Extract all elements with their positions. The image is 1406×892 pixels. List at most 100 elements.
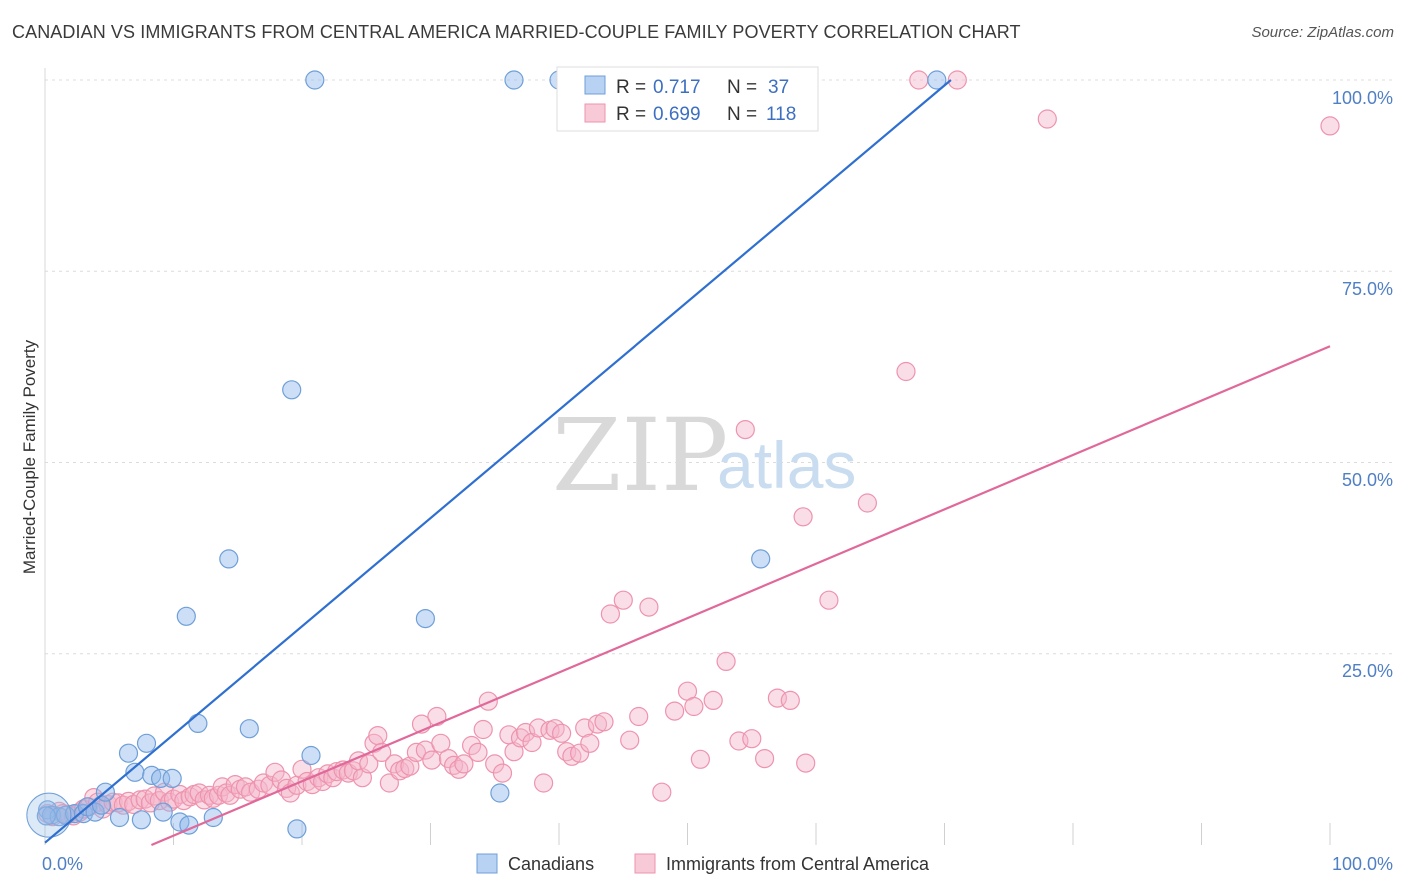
canadians-point-22	[188, 713, 208, 734]
trend-lines	[44, 79, 1331, 847]
immigrants-point-65	[368, 725, 388, 746]
stats-r-label-immigrants: R =	[616, 104, 646, 125]
immigrants-point-37	[220, 785, 240, 805]
y-tick-label-75: 75.0%	[1342, 279, 1393, 299]
y-tick-label-50: 50.0%	[1342, 470, 1393, 490]
source-label: Source: ZipAtlas.com	[1251, 24, 1394, 41]
immigrants-point-107	[620, 730, 640, 750]
immigrants-point-118	[735, 420, 755, 440]
y-tick-label-25: 25.0%	[1342, 661, 1393, 681]
immigrants-point-120	[754, 748, 775, 769]
stats-swatch-immigrants	[584, 103, 606, 123]
immigrants-point-85	[478, 691, 498, 711]
canadians-point-27	[287, 819, 307, 839]
x-tick-label-max: 100.0%	[1332, 854, 1393, 874]
watermark-atlas: atlas	[717, 428, 856, 502]
immigrants-point-102	[580, 733, 600, 753]
gridlines	[45, 79, 1395, 655]
immigrants-point-83	[468, 742, 488, 763]
canadians-point-14	[136, 733, 157, 753]
immigrants-point-90	[510, 728, 531, 748]
x-tick-marks	[44, 823, 1331, 845]
immigrants-point-67	[379, 773, 399, 793]
immigrants-point-111	[664, 701, 685, 721]
stats-r-value-immigrants: 0.699	[653, 104, 701, 125]
trend-line-canadians	[44, 79, 952, 844]
immigrants-point-91	[515, 722, 536, 743]
immigrants-point-115	[703, 690, 723, 711]
stats-box: R = 0.717 N = 37 R = 0.699 N = 118	[556, 66, 819, 132]
canadians-point-32	[504, 70, 524, 90]
immigrants-point-108	[629, 706, 649, 727]
immigrants-point-125	[819, 590, 839, 610]
immigrants-point-124	[796, 753, 816, 773]
immigrants-point-75	[422, 750, 442, 770]
canadians-point-16	[151, 768, 171, 789]
canadians-point-12	[125, 762, 145, 782]
immigrants-point-105	[600, 604, 621, 624]
canadians-point-36	[36, 806, 56, 826]
immigrants-point-87	[492, 763, 513, 783]
legend: Canadians Immigrants from Central Americ…	[476, 853, 930, 874]
series-canadians	[26, 70, 947, 839]
immigrants-point-97	[551, 723, 572, 743]
immigrants-point-101	[575, 718, 595, 738]
watermark-zip: ZIP	[552, 397, 728, 514]
stats-r-label-canadians: R =	[616, 77, 646, 98]
immigrants-point-80	[449, 759, 469, 779]
immigrants-point-122	[780, 690, 800, 711]
immigrants-point-84	[473, 719, 493, 740]
immigrants-point-99	[562, 746, 582, 766]
immigrants-point-114	[690, 749, 711, 769]
immigrants-point-50	[292, 759, 312, 779]
immigrants-point-42	[248, 779, 268, 799]
x-tick-label-min: 0.0%	[42, 854, 83, 874]
immigrants-point-130	[1320, 116, 1340, 136]
canadians-cluster-point	[26, 792, 72, 838]
canadians-point-34	[751, 549, 771, 569]
legend-label-immigrants[interactable]: Immigrants from Central America	[666, 854, 930, 874]
canadians-point-11	[118, 743, 139, 763]
immigrants-point-129	[1037, 109, 1057, 129]
stats-n-value-canadians: 37	[768, 77, 789, 98]
canadians-point-29	[305, 70, 325, 90]
stats-n-label-immigrants: N =	[727, 104, 757, 125]
canadians-point-18	[162, 768, 182, 789]
immigrants-point-104	[594, 712, 614, 732]
canadians-point-20	[176, 606, 196, 626]
canadians-point-10	[109, 807, 130, 828]
immigrants-point-81	[454, 754, 474, 774]
immigrants-point-45	[265, 762, 285, 782]
immigrants-point-94	[533, 773, 554, 793]
canadians-point-25	[239, 719, 259, 739]
immigrants-point-128	[947, 70, 967, 90]
immigrants-point-119	[742, 729, 762, 749]
immigrants-point-106	[613, 590, 633, 610]
canadians-point-17	[153, 802, 173, 822]
immigrants-point-63	[359, 754, 379, 774]
immigrants-point-126	[857, 493, 878, 513]
canadians-point-13	[131, 810, 151, 830]
immigrants-point-127	[896, 361, 916, 382]
canadians-point-1	[41, 805, 62, 825]
stats-swatch-canadians	[584, 75, 606, 95]
immigrants-point-131	[909, 70, 929, 90]
stats-n-value-immigrants: 118	[766, 104, 796, 125]
y-tick-label-100: 100.0%	[1332, 88, 1393, 108]
canadians-point-35	[927, 70, 947, 90]
immigrants-point-93	[528, 718, 549, 738]
immigrants-point-41	[241, 782, 261, 802]
legend-swatch-immigrants[interactable]	[634, 853, 656, 874]
legend-swatch-canadians[interactable]	[476, 853, 498, 874]
immigrants-point-110	[652, 782, 672, 802]
immigrants-point-76	[427, 706, 447, 727]
canadians-point-26	[282, 380, 302, 400]
canadians-point-31	[490, 783, 510, 803]
immigrants-point-113	[684, 696, 704, 717]
canadians-point-28	[301, 745, 321, 766]
legend-label-canadians[interactable]: Canadians	[508, 854, 594, 874]
canadians-point-23	[203, 807, 223, 828]
trend-line-immigrants	[150, 345, 1331, 847]
chart-title: CANADIAN VS IMMIGRANTS FROM CENTRAL AMER…	[12, 22, 1021, 42]
